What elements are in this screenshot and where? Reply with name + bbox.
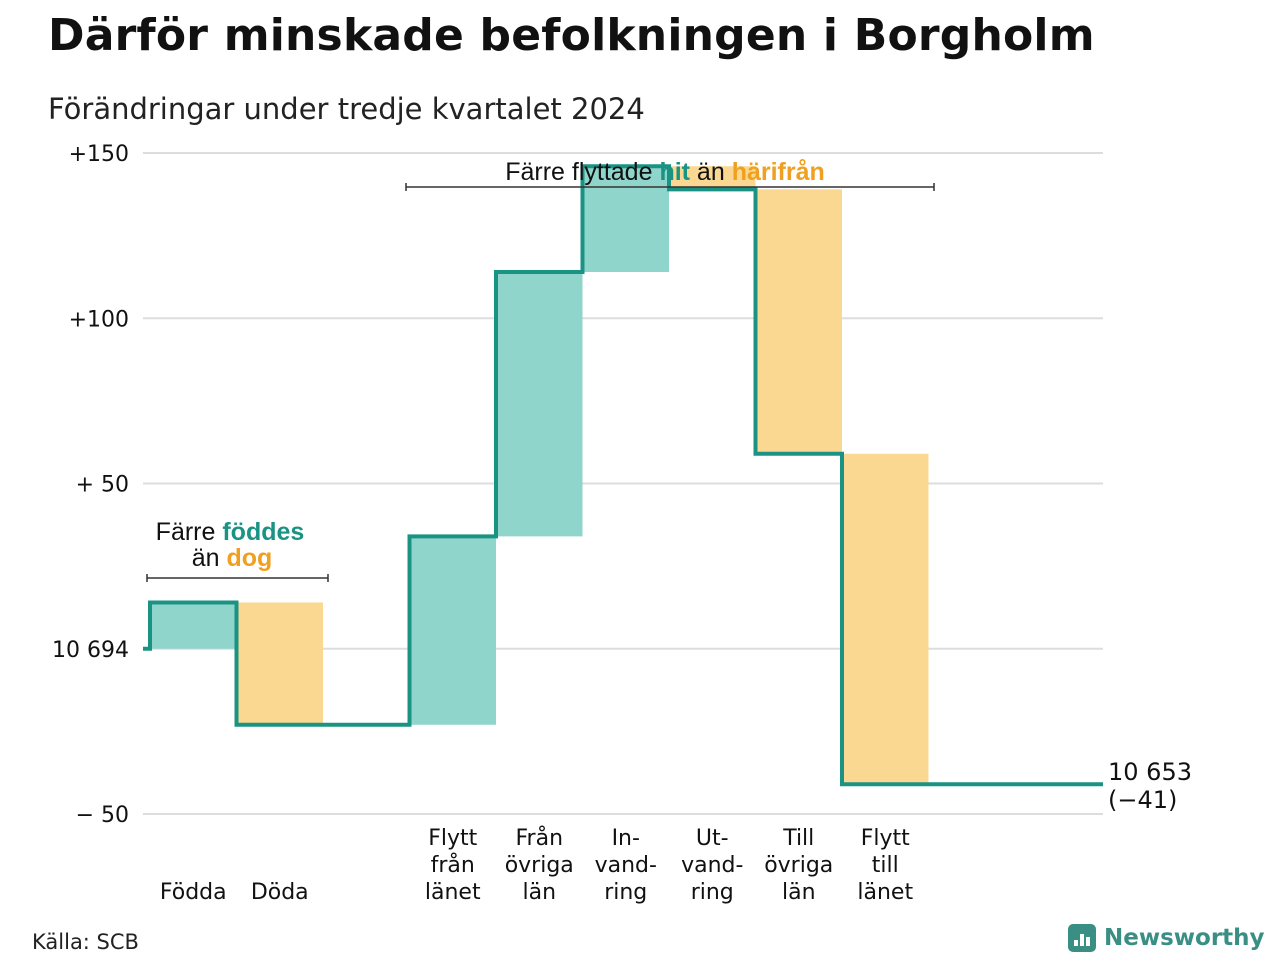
category-label: Döda [251, 880, 309, 905]
moves-annotation: Färre flyttade hit än härifrån [505, 158, 825, 186]
waterfall-bar [582, 166, 669, 272]
y-tick-label: + 50 [76, 473, 129, 498]
category-label: län [522, 880, 556, 905]
category-label: från [431, 852, 475, 878]
births-annotation-line2: än dog [192, 544, 273, 572]
y-tick-label: +100 [69, 307, 129, 332]
category-label: till [872, 853, 899, 878]
category-label: län [782, 880, 816, 905]
category-label: ring [604, 880, 647, 905]
source-note: Källa: SCB [32, 930, 139, 954]
category-label: In- [612, 826, 640, 851]
waterfall-bar [236, 602, 323, 725]
category-label: Flytt [428, 826, 477, 851]
category-label: länet [425, 880, 481, 905]
y-tick-label: − 50 [76, 803, 129, 828]
waterfall-bar [150, 602, 237, 649]
y-tick-label: +150 [69, 142, 129, 167]
category-label: Flytt [861, 826, 910, 851]
waterfall-bar [755, 189, 842, 454]
births-annotation-line1: Färre föddes [156, 518, 305, 546]
cumulative-step-line [143, 164, 1103, 787]
category-label: Från [515, 825, 563, 851]
category-label: Ut- [696, 826, 729, 851]
newsworthy-logo-icon [1068, 924, 1096, 952]
waterfall-bar [842, 453, 929, 785]
category-label: övriga [764, 853, 833, 878]
category-label: vand- [681, 853, 743, 878]
category-label: övriga [505, 853, 574, 878]
waterfall-bar [496, 271, 583, 537]
brand-name: Newsworthy [1104, 925, 1265, 951]
end-value-label: 10 653 [1108, 758, 1192, 786]
category-label: vand- [595, 853, 657, 878]
category-label: länet [857, 880, 913, 905]
waterfall-bar [409, 536, 496, 725]
category-label: Födda [160, 880, 227, 905]
end-change-label: (−41) [1108, 786, 1177, 814]
chart-title: Därför minskade befolkningen i Borgholm [48, 10, 1095, 61]
chart-subtitle: Förändringar under tredje kvartalet 2024 [48, 92, 645, 126]
y-tick-label: 10 694 [52, 638, 129, 663]
waterfall-bar [669, 166, 756, 190]
newsworthy-logo: Newsworthy [1068, 924, 1265, 952]
category-label: Till [782, 826, 814, 851]
category-label: ring [691, 880, 734, 905]
